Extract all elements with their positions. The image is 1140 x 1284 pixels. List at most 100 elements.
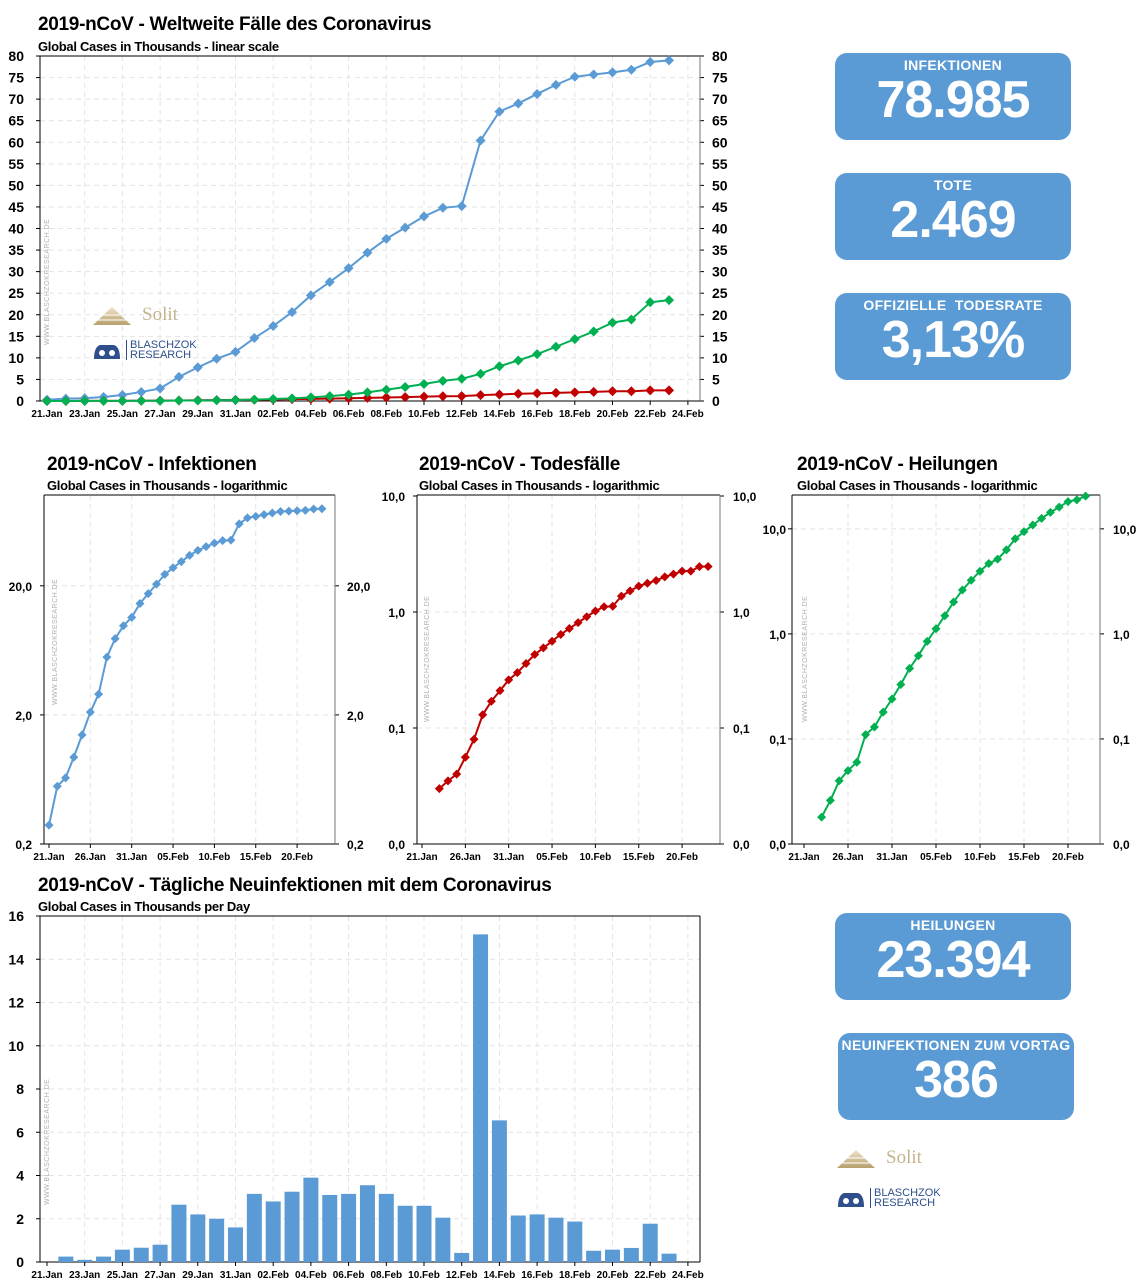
y-tick-label: 1,0 xyxy=(769,628,786,642)
blaschzok-logo: BLASCHZOK RESEARCH xyxy=(92,340,197,366)
bar-24.Jan xyxy=(96,1256,112,1262)
data-point-29.Jan xyxy=(486,696,496,706)
data-point-11.Feb xyxy=(437,202,448,213)
data-point-17.Feb xyxy=(267,508,277,518)
data-point-22.Feb xyxy=(645,57,656,68)
data-point-25.Jan xyxy=(77,730,87,740)
watermark: WWW.BLASCHZOKRESEARCH.DE xyxy=(44,218,51,345)
y-tick-label-right: 35 xyxy=(712,242,728,258)
data-point-18.Feb xyxy=(1045,507,1055,517)
y-tick-label-right: 65 xyxy=(712,113,728,129)
y-tick-label: 6 xyxy=(16,1124,24,1140)
kpi-deaths: TOTE 2.469 xyxy=(835,173,1071,260)
data-point-04.Feb xyxy=(160,569,170,579)
chart-subtitle-daily: Global Cases in Thousands per Day xyxy=(38,899,250,914)
data-point-13.Feb xyxy=(1001,545,1011,555)
data-point-23.Feb xyxy=(703,561,713,571)
data-point-23.Feb xyxy=(317,504,327,514)
solit-logo-text: Solit xyxy=(886,1147,922,1168)
blaschzok-line2: RESEARCH xyxy=(874,1197,936,1209)
data-point-01.Feb xyxy=(896,679,906,689)
y-tick-label: 2 xyxy=(16,1211,24,1227)
data-point-27.Jan xyxy=(94,689,104,699)
y-tick-label-right: 1,0 xyxy=(733,606,750,620)
x-tick-label: 29.Jan xyxy=(182,1270,213,1281)
data-point-04.Feb xyxy=(538,643,548,653)
data-point-02.Feb xyxy=(268,393,279,404)
bar-10.Feb xyxy=(416,1205,432,1262)
x-tick-label: 04.Feb xyxy=(295,409,327,420)
y-tick-label: 0,1 xyxy=(388,722,405,736)
y-tick-label: 0,2 xyxy=(15,838,32,852)
x-tick-label: 21.Jan xyxy=(31,1270,62,1281)
bar-22.Feb xyxy=(642,1223,658,1262)
bar-09.Feb xyxy=(397,1205,413,1262)
x-tick-label: 24.Feb xyxy=(672,409,704,420)
x-tick-label: 15.Feb xyxy=(240,852,272,863)
blaschzok-line2: RESEARCH xyxy=(130,349,192,361)
y-tick-label: 10 xyxy=(8,1038,24,1054)
y-tick-label-right: 70 xyxy=(712,91,728,107)
kpi-value: 3,13% xyxy=(881,311,1025,369)
data-point-26.Jan xyxy=(136,395,147,406)
bar-17.Feb xyxy=(548,1217,564,1262)
data-point-11.Feb xyxy=(218,536,228,546)
kpi-label: OFFIZIELLE TODESRATE xyxy=(863,297,1043,313)
watermark: WWW.BLASCHZOKRESEARCH.DE xyxy=(44,1078,51,1205)
y-tick-label: 4 xyxy=(16,1168,24,1184)
data-point-25.Jan xyxy=(834,776,844,786)
y-tick-label: 10,0 xyxy=(763,523,787,537)
data-point-03.Feb xyxy=(152,579,162,589)
y-tick-label-right: 25 xyxy=(712,285,728,301)
bar-23.Jan xyxy=(77,1259,93,1262)
data-point-08.Feb xyxy=(381,392,392,403)
data-point-24.Jan xyxy=(825,795,835,805)
x-tick-label: 27.Jan xyxy=(145,1270,176,1281)
solit-logo-text: Solit xyxy=(142,304,178,325)
data-point-15.Feb xyxy=(513,355,524,366)
data-point-17.Feb xyxy=(550,387,561,398)
y-tick-label: 45 xyxy=(8,199,24,215)
y-tick-label: 20,0 xyxy=(9,580,33,594)
kpi-death-rate: OFFIZIELLE TODESRATE 3,13% xyxy=(835,293,1071,380)
data-point-31.Jan xyxy=(504,675,514,685)
x-tick-label: 06.Feb xyxy=(333,1270,365,1281)
data-point-10.Feb xyxy=(975,566,985,576)
kpi-label: TOTE xyxy=(933,177,973,193)
x-tick-label: 31.Jan xyxy=(116,852,147,863)
y-tick-label-right: 20 xyxy=(712,307,728,323)
x-tick-label: 21.Jan xyxy=(406,852,437,863)
data-point-07.Feb xyxy=(564,624,574,634)
data-point-02.Feb xyxy=(905,663,915,673)
data-point-26.Jan xyxy=(85,707,95,717)
data-point-22.Feb xyxy=(694,562,704,572)
data-point-05.Feb xyxy=(324,391,335,402)
series-line-heilungen xyxy=(820,495,1086,818)
kpi-label: HEILUNGEN xyxy=(910,917,996,933)
data-point-19.Feb xyxy=(1054,502,1064,512)
data-point-19.Feb xyxy=(588,386,599,397)
data-point-06.Feb xyxy=(343,389,354,400)
data-point-10.Feb xyxy=(419,211,429,222)
blaschzok-logo-text: BLASCHZOK RESEARCH xyxy=(870,1188,941,1209)
chart-subtitle-infections-log: Global Cases in Thousands - logarithmic xyxy=(47,478,288,493)
bar-06.Feb xyxy=(341,1193,357,1262)
data-point-05.Feb xyxy=(547,636,557,646)
kpi-label: NEUINFEKTIONEN ZUM VORTAG xyxy=(841,1037,1071,1053)
data-point-20.Feb xyxy=(607,386,618,397)
data-point-21.Feb xyxy=(626,386,637,397)
x-tick-label: 15.Feb xyxy=(1008,852,1040,863)
data-point-10.Feb xyxy=(419,391,429,402)
data-point-07.Feb xyxy=(949,597,959,607)
data-point-08.Feb xyxy=(573,618,583,628)
y-tick-label: 0 xyxy=(16,393,24,409)
bar-29.Jan xyxy=(190,1214,206,1262)
kpi-infections: INFEKTIONEN 78.985 xyxy=(835,53,1071,140)
y-tick-label-right: 55 xyxy=(712,156,728,172)
bar-16.Feb xyxy=(529,1214,545,1262)
data-point-12.Feb xyxy=(608,601,618,611)
x-tick-label: 04.Feb xyxy=(295,1270,327,1281)
y-tick-label: 25 xyxy=(8,285,24,301)
bar-13.Feb xyxy=(473,934,489,1262)
data-point-13.Feb xyxy=(475,368,486,379)
